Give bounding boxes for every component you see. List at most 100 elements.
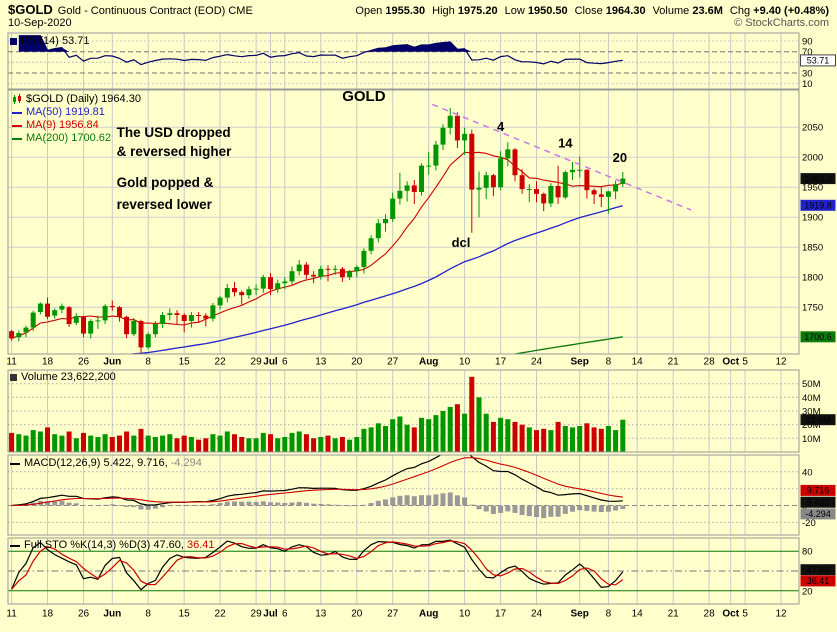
horizontal-gridlines	[8, 40, 799, 592]
quote-high-value: 1975.20	[457, 5, 498, 17]
svg-text:30: 30	[802, 69, 813, 80]
svg-text:14: 14	[632, 609, 644, 620]
candlestick-icon	[13, 94, 21, 104]
svg-text:6: 6	[282, 609, 288, 620]
svg-text:9.716: 9.716	[807, 486, 830, 496]
quote-open: Open 1955.30	[355, 5, 425, 17]
sto-d-line	[11, 540, 624, 590]
svg-text:23.6M: 23.6M	[805, 415, 830, 425]
sto-legend-label: Full STO %K(14,3) %D(3) 47.60,	[24, 539, 184, 551]
svg-text:17: 17	[495, 357, 507, 368]
ma200-icon	[12, 137, 22, 140]
macd-series-icon	[10, 462, 20, 465]
svg-text:1800: 1800	[802, 273, 823, 284]
svg-text:14: 14	[632, 357, 644, 368]
svg-text:12: 12	[775, 357, 787, 368]
svg-text:Sep: Sep	[571, 357, 589, 368]
quote-volume-value: 23.6M	[692, 5, 723, 17]
svg-text:24: 24	[531, 357, 543, 368]
svg-text:1750: 1750	[802, 303, 823, 314]
volume-series-icon	[10, 374, 17, 381]
quote-close: Close 1964.30	[575, 5, 646, 17]
svg-text:27: 27	[387, 357, 399, 368]
quote-open-label: Open	[355, 5, 383, 17]
svg-text:4: 4	[497, 119, 505, 134]
svg-text:22: 22	[215, 357, 227, 368]
svg-text:26: 26	[78, 357, 90, 368]
svg-text:-4.294: -4.294	[805, 509, 831, 519]
macd-signal-line	[11, 457, 623, 507]
svg-text:20: 20	[351, 357, 363, 368]
quote-close-value: 1964.30	[605, 5, 646, 17]
svg-text:40M: 40M	[802, 393, 821, 404]
ticker-symbol: $GOLD	[8, 2, 53, 17]
svg-text:36.41: 36.41	[807, 576, 830, 586]
rsi-series-icon	[10, 38, 17, 45]
svg-text:8: 8	[606, 357, 612, 368]
volume-bars	[9, 376, 626, 452]
svg-text:11: 11	[6, 357, 17, 368]
svg-text:10: 10	[459, 357, 471, 368]
sto-legend: Full STO %K(14,3) %D(3) 47.60, 36.41	[10, 539, 215, 552]
svg-text:Jul: Jul	[263, 357, 278, 368]
svg-text:26: 26	[78, 609, 90, 620]
svg-text:47.60: 47.60	[807, 565, 830, 575]
svg-text:1919.8: 1919.8	[804, 201, 832, 211]
sto-k-line	[11, 539, 624, 591]
quote-high: High 1975.20	[432, 5, 497, 17]
svg-text:Aug: Aug	[419, 357, 438, 368]
chart-header: $GOLD Gold - Continuous Contract (EOD) C…	[8, 2, 829, 29]
quote-chg-value: +9.40 (+0.48%)	[753, 5, 829, 17]
quote-high-label: High	[432, 5, 455, 17]
svg-text:-20: -20	[802, 518, 816, 529]
svg-text:27: 27	[387, 609, 399, 620]
svg-text:dcl: dcl	[452, 235, 471, 250]
ma50-line	[128, 205, 623, 354]
svg-text:GOLD: GOLD	[342, 88, 385, 105]
ma200-line	[511, 336, 623, 354]
header-row-1: $GOLD Gold - Continuous Contract (EOD) C…	[8, 2, 829, 17]
svg-text:Jul: Jul	[263, 609, 278, 620]
quote-chg-label: Chg	[729, 5, 751, 17]
svg-text:12: 12	[775, 609, 787, 620]
trendline	[432, 103, 692, 211]
svg-text:Oct: Oct	[722, 609, 739, 620]
svg-text:1950: 1950	[802, 183, 823, 194]
svg-text:Sep: Sep	[571, 609, 589, 620]
ma50-icon	[12, 111, 22, 114]
svg-text:28: 28	[704, 357, 716, 368]
svg-text:18: 18	[42, 609, 54, 620]
copyright: © StockCharts.com	[734, 17, 829, 29]
quote-close-label: Close	[574, 5, 603, 17]
svg-text:30M: 30M	[802, 407, 821, 418]
macd-legend: MACD(12,26,9) 5.422, 9.716, -4.294	[10, 457, 202, 470]
rsi-legend-label: RSI(14) 53.71	[21, 35, 90, 47]
macd-legend-label: MACD(12,26,9) 5.422, 9.716,	[24, 457, 168, 469]
svg-text:Gold popped &: Gold popped &	[117, 175, 214, 190]
svg-text:1964.3: 1964.3	[804, 174, 832, 184]
svg-text:1850: 1850	[802, 243, 823, 254]
svg-text:Aug: Aug	[419, 609, 438, 620]
chart-title: Gold - Continuous Contract (EOD) CME	[57, 5, 253, 17]
svg-text:20: 20	[613, 150, 627, 165]
quote-chg: Chg +9.40 (+0.48%)	[730, 5, 829, 17]
svg-text:29: 29	[251, 357, 263, 368]
svg-text:11: 11	[6, 609, 17, 620]
quote-volume: Volume 23.6M	[653, 5, 723, 17]
ma9-label: MA(9) 1956.84	[26, 119, 99, 131]
quote-low-value: 1950.50	[527, 5, 568, 17]
svg-text:15: 15	[179, 609, 191, 620]
svg-text:8: 8	[145, 609, 151, 620]
svg-text:29: 29	[251, 609, 263, 620]
svg-text:5: 5	[742, 609, 748, 620]
svg-text:2000: 2000	[802, 153, 823, 164]
svg-text:1700.6: 1700.6	[804, 332, 832, 342]
svg-text:21: 21	[668, 357, 680, 368]
svg-text:8: 8	[145, 357, 151, 368]
chart-date: 10-Sep-2020	[8, 17, 72, 29]
svg-text:28: 28	[704, 609, 716, 620]
macd-histogram	[9, 492, 626, 519]
